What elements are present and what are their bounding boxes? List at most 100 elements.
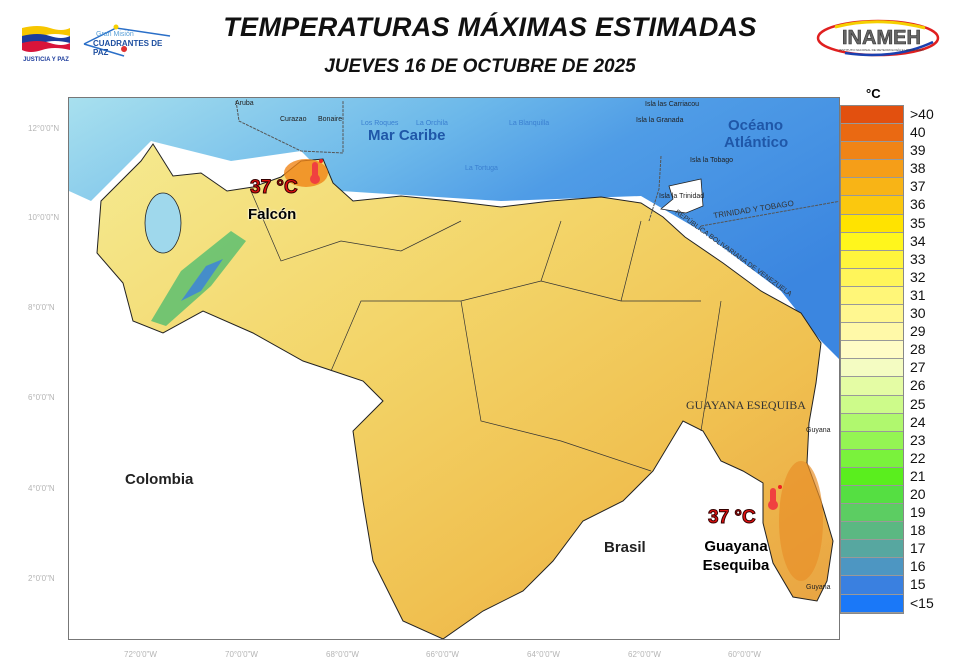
legend-label: 28 — [910, 341, 926, 358]
legend-label: 16 — [910, 558, 926, 575]
lat-tick: 12°0'0"N — [28, 124, 60, 133]
lon-tick: 62°0'0"W — [628, 650, 661, 659]
legend-label: 21 — [910, 467, 926, 484]
justicia-y-paz-text: JUSTICIA Y PAZ — [23, 57, 69, 63]
label-oceano: Océano — [728, 117, 784, 134]
lon-tick: 68°0'0"W — [326, 650, 359, 659]
label-atlantico: Atlántico — [724, 134, 789, 151]
cuadrantes-de-paz-logo: Gran Misión CUADRANTES DE PAZ — [80, 22, 176, 62]
legend-label: 17 — [910, 540, 926, 557]
legend-label: 36 — [910, 196, 926, 213]
legend-label: 24 — [910, 413, 926, 430]
map-pin-icon — [83, 24, 171, 58]
legend-swatch — [841, 594, 903, 613]
legend-swatch — [841, 323, 903, 342]
legend-unit: °C — [866, 86, 881, 101]
legend-label: 25 — [910, 395, 926, 412]
label-granada: Isla la Granada — [636, 117, 684, 124]
legend-swatch — [841, 522, 903, 541]
label-la-orchila: La Orchila — [416, 120, 448, 127]
legend-label: 38 — [910, 160, 926, 177]
label-carriacou: Isla las Carriacou — [645, 101, 700, 108]
legend-label: 39 — [910, 142, 926, 159]
legend-swatch — [841, 558, 903, 577]
legend-swatch — [841, 142, 903, 161]
legend-label: 22 — [910, 449, 926, 466]
guayana-label-line2: Esequiba — [702, 557, 770, 574]
legend-swatch — [841, 467, 903, 486]
legend-label: 20 — [910, 485, 926, 502]
lake-maracaibo — [144, 192, 182, 254]
label-brasil: Brasil — [604, 539, 646, 556]
legend-label: <15 — [910, 594, 934, 611]
lon-tick: 72°0'0"W — [124, 650, 157, 659]
legend-label: 26 — [910, 377, 926, 394]
legend-swatch — [841, 178, 903, 197]
legend-swatch — [841, 576, 903, 595]
legend-swatch — [841, 431, 903, 450]
legend-label: 33 — [910, 250, 926, 267]
legend-label: 19 — [910, 504, 926, 521]
lon-tick: 60°0'0"W — [728, 650, 761, 659]
thermometer-icon — [768, 485, 782, 510]
legend-swatch — [841, 124, 903, 143]
legend-swatch — [841, 540, 903, 559]
map-title: TEMPERATURAS MÁXIMAS ESTIMADAS — [223, 12, 757, 42]
legend-swatch — [841, 395, 903, 414]
label-tobago: Isla la Tobago — [690, 157, 734, 164]
legend-label: 40 — [910, 124, 926, 141]
label-trinidad: Isla la Trinidad — [659, 193, 705, 200]
sea-area — [69, 98, 839, 359]
falcon-max-temp: 37 °C — [250, 177, 299, 199]
label-los-roques: Los Roques — [361, 120, 399, 127]
label-guyana-2: Guyana — [806, 584, 831, 591]
legend-label: 32 — [910, 268, 926, 285]
legend-swatch — [841, 160, 903, 179]
thermometer-icon — [310, 159, 323, 184]
label-bonaire: Bonaire — [318, 116, 343, 123]
legend-swatch — [841, 214, 903, 233]
map-subtitle: JUEVES 16 DE OCTUBRE DE 2025 — [324, 56, 636, 77]
legend-color-bar — [840, 105, 904, 614]
lat-tick: 4°0'0"N — [28, 484, 55, 493]
legend-label: 37 — [910, 178, 926, 195]
guayana-esequiba-label: Guayana Esequiba — [694, 537, 778, 575]
inameh-logo: INAMEH INSTITUTO NACIONAL DE METEOROLOGÍ… — [815, 18, 941, 60]
legend-swatch — [841, 413, 903, 432]
legend-label: >40 — [910, 106, 934, 122]
venezuela-land — [96, 143, 834, 639]
lon-tick: 64°0'0"W — [527, 650, 560, 659]
inameh-text: INAMEH — [842, 27, 921, 50]
label-guyana-1: Guyana — [806, 427, 831, 434]
lat-tick: 6°0'0"N — [28, 393, 55, 402]
label-curazao: Curazao — [280, 116, 307, 123]
lon-tick: 70°0'0"W — [225, 650, 258, 659]
label-mar-caribe: Mar Caribe — [368, 127, 446, 144]
legend-swatch — [841, 449, 903, 468]
label-guayana-esequiba-region: GUAYANA ESEQUIBA — [686, 398, 806, 412]
legend-label: 29 — [910, 323, 926, 340]
label-la-blanquilla: La Blanquilla — [509, 120, 550, 127]
lat-tick: 8°0'0"N — [28, 303, 55, 312]
legend-swatch — [841, 106, 903, 125]
guayana-max-temp: 37 °C — [708, 507, 757, 529]
label-colombia: Colombia — [125, 471, 194, 488]
legend-label: 18 — [910, 522, 926, 539]
lat-tick: 2°0'0"N — [28, 574, 55, 583]
legend-swatch — [841, 377, 903, 396]
trinidad-island — [660, 178, 704, 214]
legend-swatch — [841, 504, 903, 523]
legend-swatch — [841, 341, 903, 360]
falcon-label: Falcón — [248, 206, 297, 223]
legend-label: 23 — [910, 431, 926, 448]
label-aruba: Aruba — [235, 100, 254, 107]
legend-swatch — [841, 196, 903, 215]
legend-labels: >40 40 39 38 37 36 35 34 33 32 31 30 29 28 27 26 25 24 23 2… — [910, 105, 934, 612]
legend-swatch — [841, 232, 903, 251]
venezuela-flag-icon — [22, 26, 70, 52]
legend-label: 15 — [910, 576, 926, 593]
legend-swatch — [841, 305, 903, 324]
legend-label: 31 — [910, 286, 926, 303]
inameh-subtitle: INSTITUTO NACIONAL DE METEOROLOGÍA E HID… — [839, 48, 924, 52]
legend-swatch — [841, 250, 903, 269]
